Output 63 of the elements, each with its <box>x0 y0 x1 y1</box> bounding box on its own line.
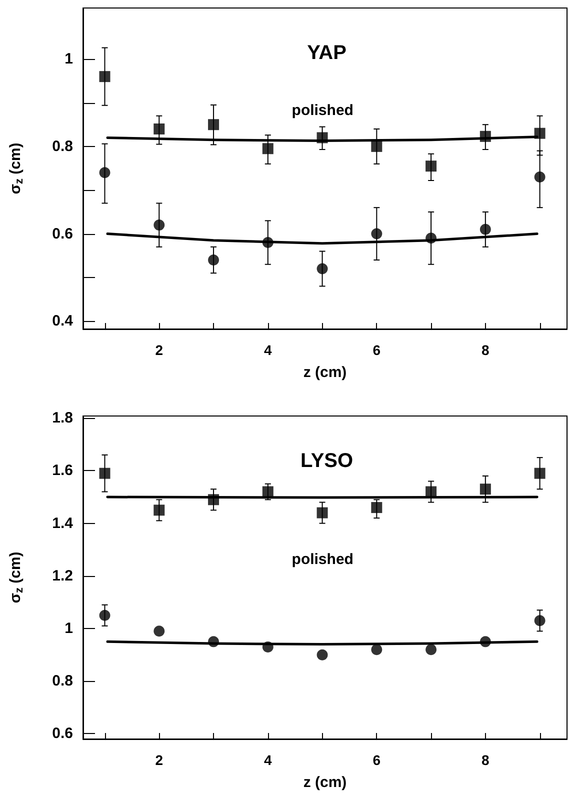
point <box>316 263 328 274</box>
point <box>534 615 546 626</box>
x-tick-label: 2 <box>155 752 164 768</box>
point <box>208 636 220 648</box>
point <box>480 636 491 648</box>
point <box>262 641 274 652</box>
point <box>154 220 165 231</box>
y-tick-label: 1 <box>64 620 73 638</box>
y-tick-label: 1.4 <box>52 514 74 532</box>
point <box>371 502 382 514</box>
point <box>426 160 437 172</box>
point <box>480 484 491 495</box>
point <box>99 610 110 621</box>
x-tick-label: 8 <box>482 342 490 358</box>
point <box>208 254 220 266</box>
x-tick-label: 2 <box>155 342 164 358</box>
point <box>426 486 437 498</box>
annotation: polished <box>292 551 354 568</box>
y-tick-label: 0.8 <box>52 672 73 690</box>
point <box>154 123 165 134</box>
x-tick-label: 4 <box>264 752 272 768</box>
point <box>480 130 491 142</box>
point <box>99 167 110 178</box>
text: LYSO <box>300 450 354 472</box>
x-tick-label: 4 <box>264 342 272 358</box>
point <box>154 504 165 516</box>
point <box>154 626 165 637</box>
y-tick-label: 0.4 <box>52 312 74 330</box>
point <box>262 237 274 248</box>
x-axis-title: z (cm) <box>303 774 347 791</box>
y-tick-label: 0.6 <box>52 225 73 242</box>
x-axis-title: z (cm) <box>303 364 347 381</box>
point <box>316 132 328 144</box>
point <box>99 71 110 82</box>
text: YAP <box>307 42 346 64</box>
x-tick-label: 8 <box>482 752 490 768</box>
point <box>262 143 274 154</box>
y-tick-label: 1 <box>64 50 73 68</box>
point <box>534 468 546 479</box>
point <box>99 468 110 479</box>
x-tick-label: 6 <box>372 752 381 768</box>
point <box>426 644 437 656</box>
y-axis-title: σz (cm) <box>7 552 26 604</box>
point <box>208 119 220 130</box>
point <box>371 228 382 240</box>
point <box>480 224 491 235</box>
y-tick-label: 0.6 <box>52 725 73 742</box>
point <box>426 232 437 244</box>
x-tick-label: 6 <box>372 342 381 358</box>
point <box>371 140 382 152</box>
y-tick-label: 1.6 <box>52 462 73 480</box>
y-tick-label: 1.8 <box>52 410 73 427</box>
point <box>316 507 328 518</box>
point <box>534 128 546 139</box>
point <box>262 486 274 498</box>
y-axis-title: σz (cm) <box>7 142 26 194</box>
point <box>534 172 546 183</box>
point <box>208 494 220 506</box>
point <box>316 649 328 660</box>
y-tick-label: 1.2 <box>52 567 73 584</box>
point <box>371 644 382 656</box>
y-tick-label: 0.8 <box>52 138 73 155</box>
annotation: polished <box>292 102 354 119</box>
